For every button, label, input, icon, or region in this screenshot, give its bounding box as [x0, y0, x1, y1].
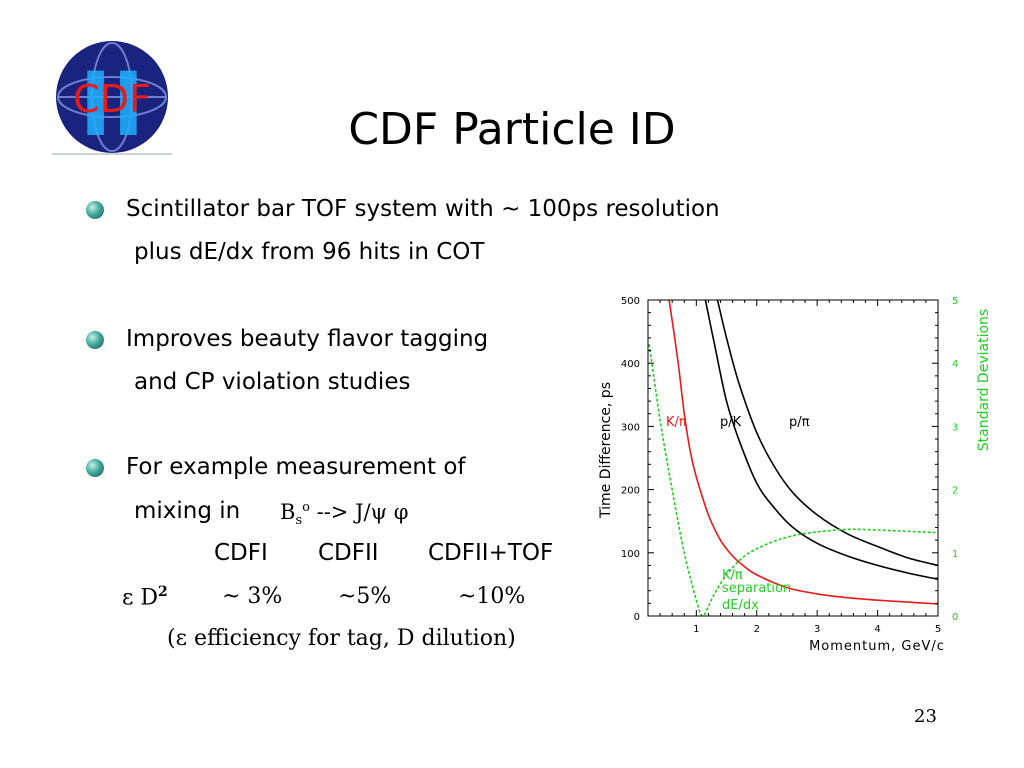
- series-line-3: [648, 344, 938, 616]
- series-line-1: [704, 300, 938, 581]
- page-number: 23: [914, 706, 937, 727]
- y2-tick-label: 5: [952, 296, 958, 307]
- decay-sub: s: [295, 513, 303, 529]
- table-value-cdfii: ~5%: [338, 584, 392, 609]
- bullet-icon: [86, 331, 104, 349]
- y2-tick-label: 3: [952, 422, 958, 433]
- y-tick-label: 500: [621, 296, 640, 307]
- y2-tick-label: 4: [952, 359, 958, 370]
- bullet-1-line-1: Scintillator bar TOF system with ~ 100ps…: [126, 196, 720, 222]
- y2-tick-label: 1: [952, 549, 958, 560]
- table-row-label-text: ε D: [122, 585, 159, 611]
- bullet-icon: [86, 459, 104, 477]
- series-line-0: [668, 300, 938, 605]
- y-tick-label: 400: [621, 359, 640, 370]
- x-tick-label: 1: [693, 624, 699, 635]
- decay-b: B: [280, 500, 296, 524]
- chart-y2label: Standard Deviations: [976, 309, 992, 451]
- decay-formula: Bso --> J/ψ φ: [280, 500, 408, 528]
- chart-xlabel: Momentum, GeV/c: [809, 639, 945, 654]
- annotation-ppi: p/π: [789, 415, 810, 430]
- y2-tick-label: 0: [952, 612, 958, 623]
- y-tick-label: 300: [621, 422, 640, 433]
- tof-separation-chart: 0 100 200 300 400 500 0 1 2 3 4 5 1 2 3 4 5 Time Differe…: [598, 296, 992, 654]
- bullet-3-line-2: mixing in: [134, 498, 241, 524]
- table-header-cdfi: CDFI: [214, 540, 268, 566]
- annotation-dedx-separation: separation: [722, 581, 791, 596]
- slide-title: CDF Particle ID: [348, 104, 676, 155]
- chart-ylabel: Time Difference, ps: [598, 382, 614, 519]
- x-tick-label: 4: [874, 624, 880, 635]
- bullet-2-line-2: and CP violation studies: [134, 369, 411, 395]
- y-tick-label: 100: [621, 549, 640, 560]
- annotation-dedx-kpi: K/π: [722, 568, 743, 583]
- decay-sup: o: [302, 500, 310, 515]
- logo-text: CDF: [73, 77, 151, 121]
- bullet-2-line-1: Improves beauty flavor tagging: [126, 326, 489, 352]
- table-value-cdfii-tof: ~10%: [458, 584, 526, 609]
- annotation-kpi: K/π: [666, 415, 687, 430]
- table-header-cdfii-tof: CDFII+TOF: [428, 540, 554, 566]
- bullet-1-line-2: plus dE/dx from 96 hits in COT: [134, 239, 485, 265]
- table-header-cdfii: CDFII: [318, 540, 379, 566]
- y-tick-label: 200: [621, 486, 640, 497]
- logo-roman-numeral: II: [79, 53, 144, 156]
- annotation-dedx-label: dE/dx: [722, 598, 759, 613]
- x-tick-label: 5: [935, 624, 941, 635]
- decay-products: --> J/ψ φ: [309, 500, 409, 524]
- bullet-3-line-1: For example measurement of: [126, 454, 466, 480]
- table-value-cdfi: ~ 3%: [222, 584, 283, 609]
- y-tick-label: 0: [634, 612, 640, 623]
- table-note: (ε efficiency for tag, D dilution): [167, 626, 516, 651]
- x-tick-label: 2: [754, 624, 760, 635]
- y2-tick-label: 2: [952, 486, 958, 497]
- annotation-pk: p/K: [720, 415, 742, 430]
- x-tick-label: 3: [814, 624, 820, 635]
- series-line-2: [716, 300, 938, 567]
- table-row-label-power: 2: [158, 584, 168, 600]
- table-row-label: ε D2: [122, 584, 168, 610]
- bullet-icon: [86, 201, 104, 219]
- cdf-logo: II CDF: [52, 41, 172, 156]
